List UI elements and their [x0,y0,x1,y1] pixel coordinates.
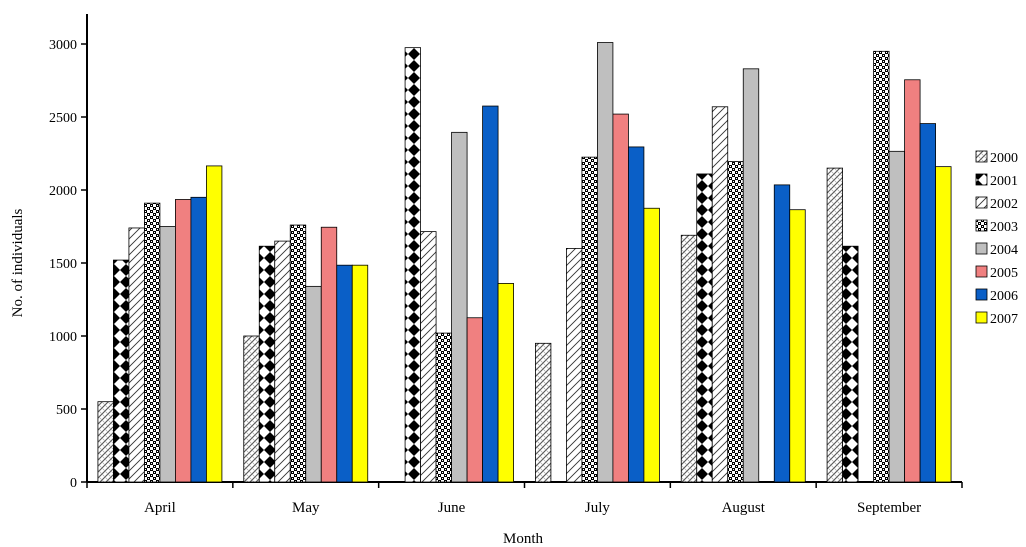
bar-2002-june [420,231,437,483]
bar-2004-september [888,150,905,483]
bar-2006-april [190,196,207,483]
bar-2001-june [404,47,421,483]
legend-swatch-2003 [975,219,988,232]
legend-label-2006: 2006 [990,289,1018,304]
bar-2003-july [581,156,598,483]
bar-2004-july [597,42,614,483]
legend-label-2000: 2000 [990,151,1018,166]
category-label: September [857,500,921,516]
legend: 2000 2001 2002 2003 2004 2005 2006 2007 [975,150,1018,327]
bar-2006-may [336,264,353,483]
x-axis-title: Month [503,531,544,547]
bar-2004-april [159,226,176,483]
category-label: June [438,500,466,516]
bar-2000-september [826,167,843,483]
category-label: April [144,500,176,516]
legend-label-2007: 2007 [990,312,1018,327]
legend-swatch-2005 [975,265,988,278]
bars [97,42,952,483]
category-label: August [722,500,766,516]
bar-2003-august [727,161,744,483]
legend-swatch-2000 [975,150,988,163]
bar-2006-august [773,184,791,483]
bar-2006-june [482,105,499,483]
bar-2001-september [842,245,859,483]
bar-2006-september [919,123,936,483]
bar-2004-june [451,131,468,483]
bar-2002-april [128,227,145,483]
legend-label-2005: 2005 [990,266,1018,281]
bar-2002-august [711,106,729,483]
bar-2000-april [97,401,114,483]
bar-2006-july [628,146,645,483]
bar-2005-september [904,79,921,483]
y-tick-label: 2000 [49,184,77,199]
legend-label-2002: 2002 [990,197,1018,212]
bar-2003-june [435,332,452,483]
y-axis-title: No. of individuals [10,208,26,317]
bar-2005-april [175,199,192,483]
legend-label-2003: 2003 [990,220,1018,235]
bar-2000-may [243,335,260,483]
bar-2007-july [643,207,660,483]
legend-swatch-2001 [975,173,988,186]
bar-2000-july [535,342,552,483]
bar-2004-august [742,68,760,483]
legend-label-2001: 2001 [990,174,1018,189]
bar-2005-july [612,113,629,483]
bar-2007-may [351,264,369,483]
category-label: July [585,500,611,516]
category-label: May [292,500,320,516]
bar-2007-june [497,283,514,483]
y-tick-label: 1500 [49,257,77,272]
bar-2003-september [873,50,890,483]
bar-2000-august [680,234,698,483]
bar-2002-may [274,240,291,483]
bar-2005-may [320,226,338,483]
bar-2001-may [258,245,276,483]
bar-2003-april [144,202,161,483]
bar-2001-april [113,259,130,483]
x-axis: April May June July August September [86,481,963,516]
bar-2007-september [935,166,952,483]
legend-swatch-2006 [975,288,988,301]
bar-2003-may [289,224,307,483]
y-tick-label: 0 [70,476,77,491]
legend-swatch-2004 [975,242,988,255]
legend-swatch-2002 [975,196,988,209]
y-axis: 0 500 1000 1500 2000 2500 3000 [49,14,88,491]
bar-2004-may [305,285,322,483]
bar-2001-august [696,173,713,483]
legend-label-2004: 2004 [990,243,1018,258]
bar-2002-july [566,247,583,483]
y-tick-label: 1000 [49,330,77,345]
y-tick-label: 2500 [49,111,77,126]
legend-swatch-2007 [975,311,988,324]
bar-2007-august [789,209,806,483]
y-tick-label: 500 [56,403,77,418]
bar-2007-april [206,165,223,483]
y-tick-label: 3000 [49,38,77,53]
bar-2005-june [466,317,483,483]
